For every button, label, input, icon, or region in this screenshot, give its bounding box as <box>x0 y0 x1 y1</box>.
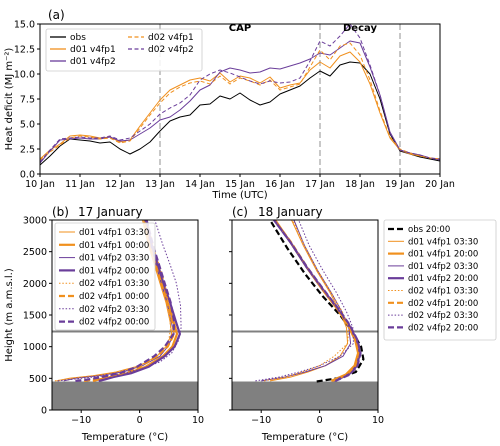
y-tick-label: 0 <box>41 406 47 417</box>
x-tick-label: 12 Jan <box>105 179 135 190</box>
panel-c-x-axis-label: Temperature (°C) <box>261 432 348 443</box>
annotation-cap: CAP <box>229 23 251 34</box>
panel-b-legend: d01 v4fp1 03:30 d01 v4fp1 00:00 d01 v4fp2 … <box>54 222 156 331</box>
series-line-d02-v4fp1-20-00 <box>273 219 360 382</box>
legend-label-d01-v4fp2-03-30: d01 v4fp2 03:30 <box>408 262 478 272</box>
y-tick-label: 12.5 <box>14 45 35 56</box>
panel-a-label: (a) <box>48 8 65 22</box>
annotation-decay: Decay <box>343 23 377 34</box>
y-tick-label: 10.0 <box>14 70 35 81</box>
x-tick-label: 0 <box>137 415 143 426</box>
series-line-obs-20-00 <box>269 219 365 383</box>
legend-label-d02-v4fp1-00-00: d02 v4fp1 00:00 <box>79 292 149 302</box>
series-line-obs <box>39 61 441 166</box>
panel-b-y-axis-label: Height (m a.m.s.l.) <box>4 268 15 362</box>
legend-label-d01-v4fp2-03-30: d01 v4fp2 03:30 <box>79 254 149 264</box>
x-tick-label: 19 Jan <box>385 179 415 190</box>
y-tick-label: 1000 <box>23 342 47 353</box>
series-line-d02-v4fp1-03-30 <box>54 219 172 382</box>
legend-label-d02-v4fp1-03-30: d02 v4fp1 03:30 <box>79 279 149 289</box>
legend-label-d01-v4fp2: d01 v4fp2 <box>70 57 116 67</box>
y-tick-label: 500 <box>29 374 47 385</box>
y-tick-label: 2000 <box>23 279 47 290</box>
panel-c-title: 18 January <box>258 205 323 219</box>
legend-label-obs: obs <box>70 33 86 43</box>
series-line-d01-v4fp2-00-00 <box>98 219 181 382</box>
legend-label-d02-v4fp2-03-30: d02 v4fp2 03:30 <box>79 305 149 315</box>
x-tick-label: 10 Jan <box>25 179 55 190</box>
panel-a-heat-deficit: 10 Jan 11 Jan 12 Jan 13 Jan 14 Jan 15 Jan 16 J… <box>4 8 455 201</box>
ground-shading <box>232 381 378 410</box>
series-line-d02-v4fp2-00-00 <box>75 219 176 382</box>
y-tick-label: 1500 <box>23 311 47 322</box>
x-tick-label: 18 Jan <box>345 179 375 190</box>
legend-label-d01-v4fp1-20-00: d01 v4fp1 20:00 <box>408 250 478 260</box>
series-line-d02-v4fp2-03-30 <box>57 219 182 382</box>
legend-label-d02-v4fp1-03-30: d02 v4fp1 03:30 <box>408 287 478 297</box>
x-tick-label: 13 Jan <box>145 179 175 190</box>
x-tick-label: 20 Jan <box>425 179 455 190</box>
legend-label-d02-v4fp2-00-00: d02 v4fp2 00:00 <box>79 318 149 328</box>
series-line-d02-v4fp2-03-30 <box>255 219 354 382</box>
series-line-d02-v4fp2 <box>39 23 441 163</box>
x-tick-label: 10 <box>372 415 384 426</box>
series-line-d01-v4fp2 <box>39 40 441 164</box>
panel-a-y-axis-label: Heat deficit (MJ m⁻²) <box>4 48 15 151</box>
panel-b-title: 17 January <box>78 205 143 219</box>
legend-label-d01-v4fp1-03-30: d01 v4fp1 03:30 <box>79 228 149 238</box>
legend-label-d02-v4fp2-20-00: d02 v4fp2 20:00 <box>408 323 478 333</box>
legend-label-d01-v4fp1-03-30: d01 v4fp1 03:30 <box>408 237 478 247</box>
x-tick-label: 15 Jan <box>225 179 255 190</box>
series-line-d01-v4fp2-20-00 <box>273 219 361 382</box>
legend-label-obs-20-00: obs 20:00 <box>408 225 450 235</box>
panel-b-profile-17jan: −10 0 10 0 500 1000 1500 2000 2500 3000 (b) 17 J… <box>4 205 204 443</box>
ground-shading <box>52 381 198 410</box>
panel-c-label: (c) <box>232 205 248 219</box>
y-tick-label: 2500 <box>23 247 47 258</box>
x-tick-label: 0 <box>317 415 323 426</box>
x-tick-label: 11 Jan <box>65 179 95 190</box>
panel-a-legend: obs d01 v4fp1 d01 v4fp2 d02 v4fp1 d02 v4fp2 <box>45 28 203 72</box>
legend-label-d01-v4fp2-00-00: d01 v4fp2 00:00 <box>79 266 149 276</box>
x-tick-label: 14 Jan <box>185 179 215 190</box>
series-line-d02-v4fp1-03-30 <box>264 219 350 382</box>
panel-c-profile-18jan: −10 0 10 (c) 18 January Temperature (°C) o… <box>229 205 497 443</box>
panel-b-x-axis-label: Temperature (°C) <box>81 432 168 443</box>
series-line-d01-v4fp1-20-00 <box>274 219 360 382</box>
y-tick-label: 3000 <box>23 216 47 227</box>
series-line-d02-v4fp1 <box>39 42 441 161</box>
x-tick-label: −10 <box>71 415 91 426</box>
y-tick-label: 7.5 <box>20 95 35 106</box>
x-tick-label: 16 Jan <box>265 179 295 190</box>
legend-label-d02-v4fp2-03-30: d02 v4fp2 03:30 <box>408 311 478 321</box>
y-tick-label: 0.0 <box>20 170 35 181</box>
x-tick-label: −10 <box>251 415 271 426</box>
legend-label-d01-v4fp1: d01 v4fp1 <box>70 45 116 55</box>
y-tick-label: 2.5 <box>20 145 35 156</box>
legend-label-d02-v4fp2: d02 v4fp2 <box>148 45 194 55</box>
x-tick-label: 10 <box>192 415 204 426</box>
x-tick-label: 17 Jan <box>305 179 335 190</box>
panel-c-legend: obs 20:00 d01 v4fp1 03:30 d01 v4fp1 20:00 d… <box>383 219 497 341</box>
legend-label-d02-v4fp1: d02 v4fp1 <box>148 33 194 43</box>
series-line-d01-v4fp1-03-30 <box>269 219 349 382</box>
legend-label-d01-v4fp2-20-00: d01 v4fp2 20:00 <box>408 274 478 284</box>
y-tick-label: 5.0 <box>20 120 35 131</box>
panel-b-label: (b) <box>52 205 69 219</box>
series-line-d02-v4fp2-20-00 <box>273 219 362 382</box>
y-tick-label: 15.0 <box>14 20 35 31</box>
legend-label-d01-v4fp1-00-00: d01 v4fp1 00:00 <box>79 241 149 251</box>
series-line-d01-v4fp2-03-30 <box>261 219 352 382</box>
legend-label-d02-v4fp1-20-00: d02 v4fp1 20:00 <box>408 299 478 309</box>
panel-a-x-axis-label: Time (UTC) <box>211 190 267 201</box>
